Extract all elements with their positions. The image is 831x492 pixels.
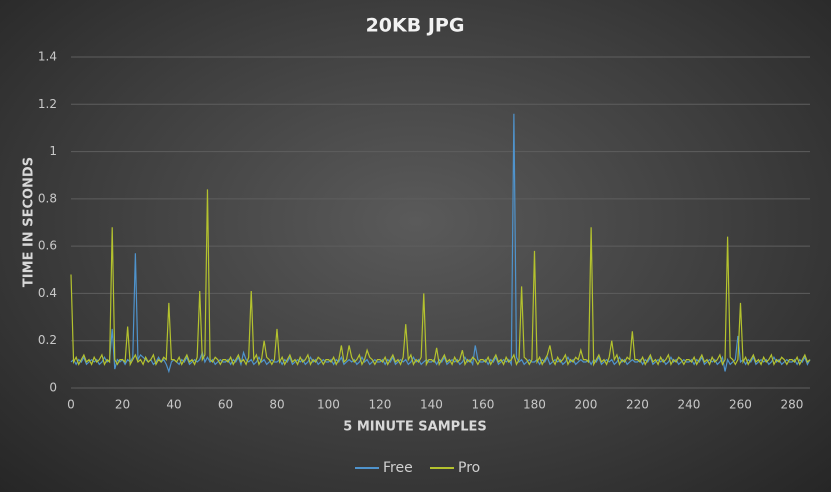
x-tick-label: 100: [317, 398, 340, 412]
x-tick-label: 40: [166, 398, 181, 412]
y-axis-label: TIME IN SECONDS: [22, 157, 37, 287]
y-tick-label: 0.8: [38, 191, 57, 205]
x-tick-label: 80: [269, 398, 284, 412]
chart-title: 20KB JPG: [366, 15, 465, 37]
series-line: [70, 113, 811, 374]
x-tick-label: 0: [67, 398, 75, 412]
x-tick-label: 260: [729, 398, 752, 412]
y-tick-label: 0.4: [38, 286, 57, 300]
y-tick-label: 0.2: [38, 333, 57, 347]
x-tick-label: 240: [678, 398, 701, 412]
y-tick-label: 1: [49, 144, 57, 158]
y-tick-label: 1.2: [38, 97, 57, 111]
x-tick-label: 220: [626, 398, 649, 412]
legend-label: Free: [383, 460, 413, 476]
y-tick-label: 0: [49, 381, 57, 395]
x-tick-label: 120: [369, 398, 392, 412]
x-axis-label: 5 MINUTE SAMPLES: [343, 420, 486, 435]
x-tick-label: 60: [218, 398, 233, 412]
x-tick-label: 280: [781, 398, 804, 412]
x-tick-label: 140: [420, 398, 443, 412]
x-tick-label: 200: [575, 398, 598, 412]
legend-label: Pro: [458, 460, 480, 476]
y-tick-label: 1.4: [38, 50, 57, 64]
y-tick-label: 0.6: [38, 239, 57, 253]
series-line: [70, 189, 811, 367]
x-tick-label: 20: [115, 398, 130, 412]
x-tick-label: 160: [472, 398, 495, 412]
x-tick-label: 180: [523, 398, 546, 412]
